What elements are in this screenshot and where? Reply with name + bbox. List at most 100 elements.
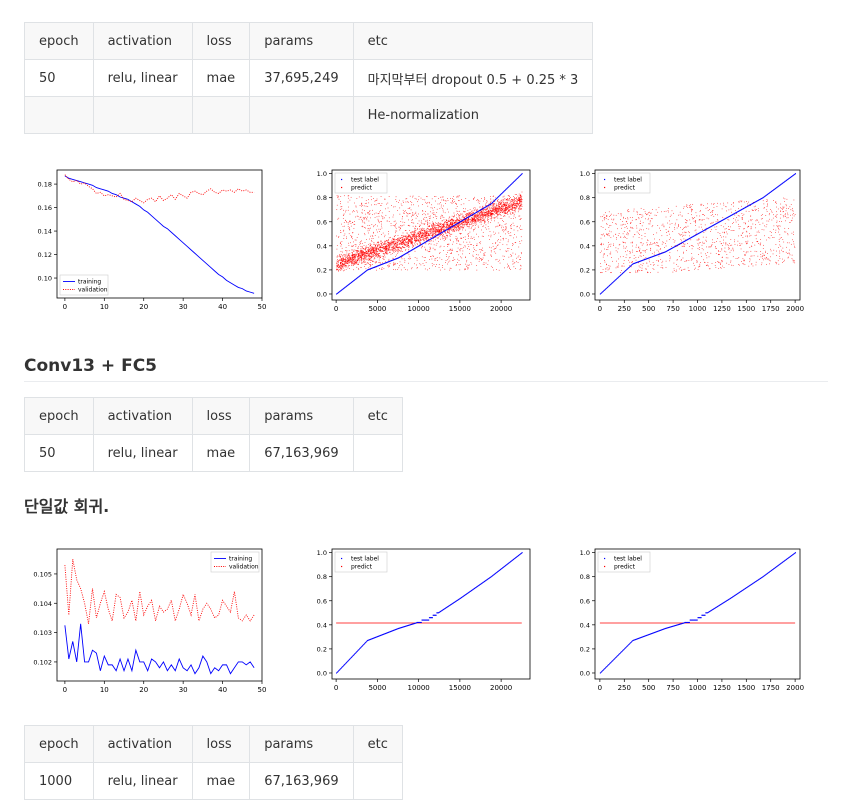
predict-point (399, 243, 400, 244)
predict-point (457, 225, 458, 226)
predict-point (450, 236, 451, 237)
predict-point (457, 259, 458, 260)
predict-point (521, 268, 522, 269)
predict-point (512, 208, 513, 209)
predict-point (640, 223, 641, 224)
predict-point (362, 243, 363, 244)
predict-point (514, 202, 515, 203)
predict-point (442, 220, 443, 221)
predict-point (752, 219, 753, 220)
predict-point (483, 201, 484, 202)
predict-point (448, 225, 449, 226)
predict-point (792, 255, 793, 256)
predict-point (518, 210, 519, 211)
predict-point (394, 239, 395, 240)
predict-point (432, 235, 433, 236)
predict-point (500, 208, 501, 209)
predict-point (477, 244, 478, 245)
predict-point (378, 244, 379, 245)
predict-point (494, 251, 495, 252)
predict-point (459, 244, 460, 245)
predict-point (365, 264, 366, 265)
x-tick-label: 10 (100, 303, 109, 311)
predict-point (699, 238, 700, 239)
predict-point (483, 264, 484, 265)
predict-point (634, 258, 635, 259)
predict-point (465, 224, 466, 225)
predict-point (391, 241, 392, 242)
predict-point (503, 208, 504, 209)
predict-point (416, 239, 417, 240)
predict-point (349, 233, 350, 234)
predict-point (499, 224, 500, 225)
predict-point (376, 244, 377, 245)
predict-point (412, 232, 413, 233)
predict-point (372, 247, 373, 248)
predict-point (429, 220, 430, 221)
predict-point (508, 240, 509, 241)
predict-point (495, 210, 496, 211)
predict-point (385, 249, 386, 250)
predict-point (446, 201, 447, 202)
predict-point (718, 232, 719, 233)
predict-point (422, 256, 423, 257)
predict-point (459, 211, 460, 212)
predict-point (441, 207, 442, 208)
predict-point (518, 211, 519, 212)
predict-point (380, 246, 381, 247)
predict-point (429, 203, 430, 204)
predict-point (475, 224, 476, 225)
predict-point (491, 210, 492, 211)
predict-point (381, 243, 382, 244)
y-tick-label: 0.18 (38, 181, 52, 189)
predict-point (381, 252, 382, 253)
predict-point (458, 240, 459, 241)
predict-point (468, 236, 469, 237)
predict-point (420, 243, 421, 244)
predict-point (412, 220, 413, 221)
predict-point (519, 206, 520, 207)
predict-point (343, 231, 344, 232)
predict-point (434, 235, 435, 236)
predict-point (348, 226, 349, 227)
predict-point (475, 207, 476, 208)
header-epoch: epoch (25, 23, 94, 60)
predict-point (445, 212, 446, 213)
predict-point (400, 241, 401, 242)
predict-point (498, 206, 499, 207)
predict-point (507, 232, 508, 233)
predict-point (345, 255, 346, 256)
predict-point (341, 265, 342, 266)
predict-point (343, 258, 344, 259)
predict-point (454, 215, 455, 216)
predict-point (707, 265, 708, 266)
predict-point (473, 231, 474, 232)
predict-point (504, 210, 505, 211)
predict-point (379, 250, 380, 251)
predict-point (450, 198, 451, 199)
predict-point (394, 244, 395, 245)
predict-point (416, 199, 417, 200)
predict-point (520, 243, 521, 244)
predict-point (465, 208, 466, 209)
predict-point (481, 249, 482, 250)
predict-point (451, 234, 452, 235)
predict-point (466, 220, 467, 221)
predict-point (370, 258, 371, 259)
predict-point (480, 201, 481, 202)
predict-point (410, 258, 411, 259)
predict-point (393, 207, 394, 208)
predict-point (515, 217, 516, 218)
predict-point (464, 269, 465, 270)
predict-point (446, 222, 447, 223)
predict-point (497, 226, 498, 227)
predict-point (653, 265, 654, 266)
predict-point (522, 192, 523, 193)
predict-point (395, 269, 396, 270)
predict-point (491, 255, 492, 256)
predict-point (390, 245, 391, 246)
predict-point (368, 251, 369, 252)
predict-point (405, 250, 406, 251)
predict-point (428, 214, 429, 215)
predict-point (338, 269, 339, 270)
